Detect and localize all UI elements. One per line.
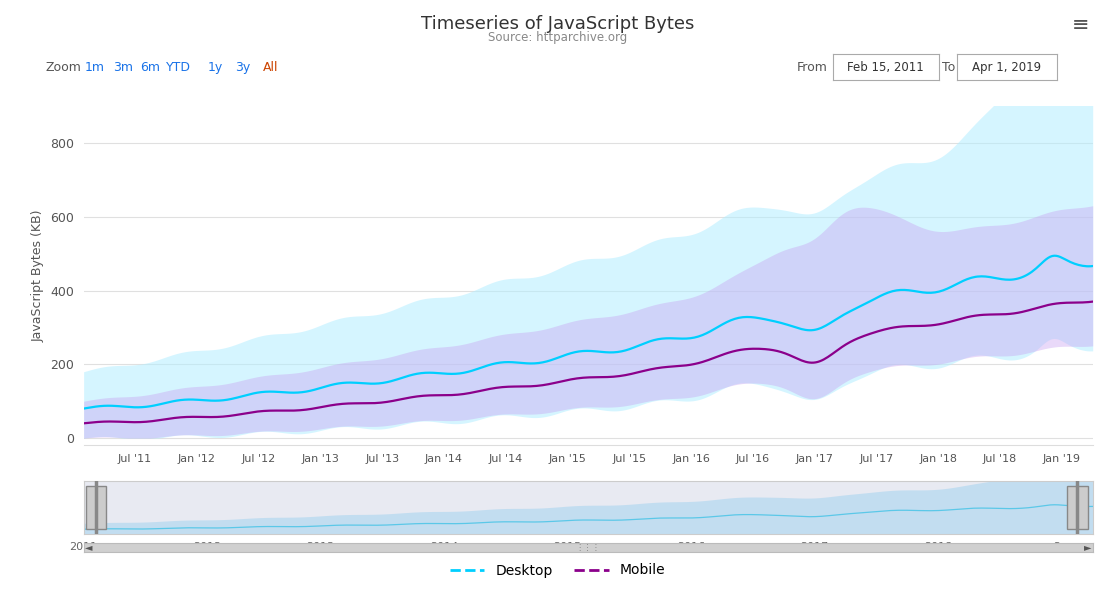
Text: H: H (446, 502, 453, 512)
Text: I: I (690, 502, 692, 512)
Text: 3m: 3m (113, 61, 133, 74)
Text: From: From (796, 61, 827, 74)
Text: E: E (302, 502, 308, 512)
Text: N: N (1064, 502, 1070, 512)
Y-axis label: JavaScript Bytes (KB): JavaScript Bytes (KB) (31, 209, 45, 342)
Text: C: C (275, 502, 282, 512)
Text: Apr 1, 2019: Apr 1, 2019 (972, 61, 1041, 74)
Text: A: A (250, 502, 256, 512)
Text: G: G (399, 502, 407, 512)
Text: Source: httparchive.org: Source: httparchive.org (488, 31, 627, 44)
Text: B: B (261, 502, 268, 512)
Text: ►: ► (1084, 542, 1092, 552)
Text: ≡: ≡ (1072, 15, 1089, 35)
Text: All: All (263, 61, 279, 74)
Text: L: L (889, 502, 894, 512)
Text: ⋮⋮⋮: ⋮⋮⋮ (575, 543, 601, 552)
Text: YTD: YTD (166, 61, 191, 74)
Text: To: To (942, 61, 956, 74)
Text: Timeseries of JavaScript Bytes: Timeseries of JavaScript Bytes (420, 15, 695, 33)
FancyBboxPatch shape (1067, 486, 1087, 529)
Text: 6m: 6m (140, 61, 161, 74)
Text: D: D (291, 502, 299, 512)
Text: 1y: 1y (207, 61, 223, 74)
Text: Feb 15, 2011: Feb 15, 2011 (847, 61, 924, 74)
Text: 1m: 1m (85, 61, 105, 74)
Text: F: F (369, 502, 375, 512)
Text: M: M (996, 502, 1005, 512)
Text: ◄: ◄ (85, 542, 93, 552)
FancyBboxPatch shape (86, 486, 106, 529)
Text: J: J (818, 502, 822, 512)
Text: 3y: 3y (235, 61, 251, 74)
Text: K: K (873, 502, 880, 512)
Text: Zoom: Zoom (46, 61, 81, 74)
Legend: Desktop, Mobile: Desktop, Mobile (444, 558, 671, 583)
